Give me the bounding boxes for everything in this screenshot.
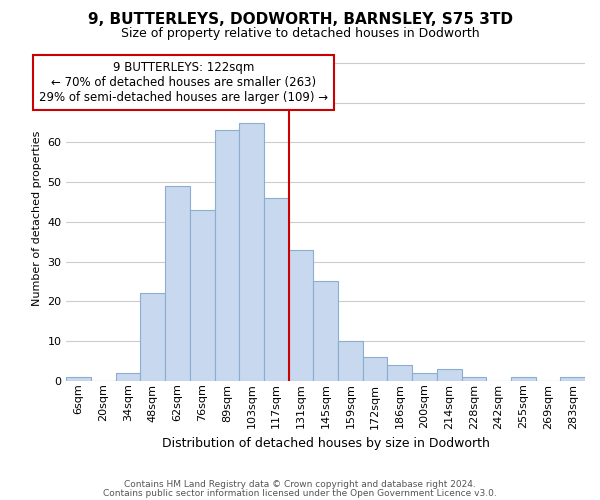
- Bar: [67, 377, 91, 381]
- Bar: [289, 250, 313, 381]
- Bar: [190, 210, 215, 381]
- Bar: [412, 373, 437, 381]
- Bar: [215, 130, 239, 381]
- Bar: [511, 377, 536, 381]
- Y-axis label: Number of detached properties: Number of detached properties: [32, 130, 42, 306]
- Bar: [165, 186, 190, 381]
- Bar: [264, 198, 289, 381]
- Bar: [388, 365, 412, 381]
- Bar: [437, 369, 461, 381]
- Bar: [560, 377, 585, 381]
- X-axis label: Distribution of detached houses by size in Dodworth: Distribution of detached houses by size …: [162, 437, 490, 450]
- Text: 9, BUTTERLEYS, DODWORTH, BARNSLEY, S75 3TD: 9, BUTTERLEYS, DODWORTH, BARNSLEY, S75 3…: [88, 12, 512, 28]
- Bar: [363, 357, 388, 381]
- Bar: [239, 122, 264, 381]
- Text: Contains public sector information licensed under the Open Government Licence v3: Contains public sector information licen…: [103, 489, 497, 498]
- Bar: [313, 282, 338, 381]
- Bar: [140, 294, 165, 381]
- Bar: [461, 377, 486, 381]
- Bar: [338, 341, 363, 381]
- Text: 9 BUTTERLEYS: 122sqm
← 70% of detached houses are smaller (263)
29% of semi-deta: 9 BUTTERLEYS: 122sqm ← 70% of detached h…: [39, 61, 328, 104]
- Text: Size of property relative to detached houses in Dodworth: Size of property relative to detached ho…: [121, 28, 479, 40]
- Text: Contains HM Land Registry data © Crown copyright and database right 2024.: Contains HM Land Registry data © Crown c…: [124, 480, 476, 489]
- Bar: [116, 373, 140, 381]
